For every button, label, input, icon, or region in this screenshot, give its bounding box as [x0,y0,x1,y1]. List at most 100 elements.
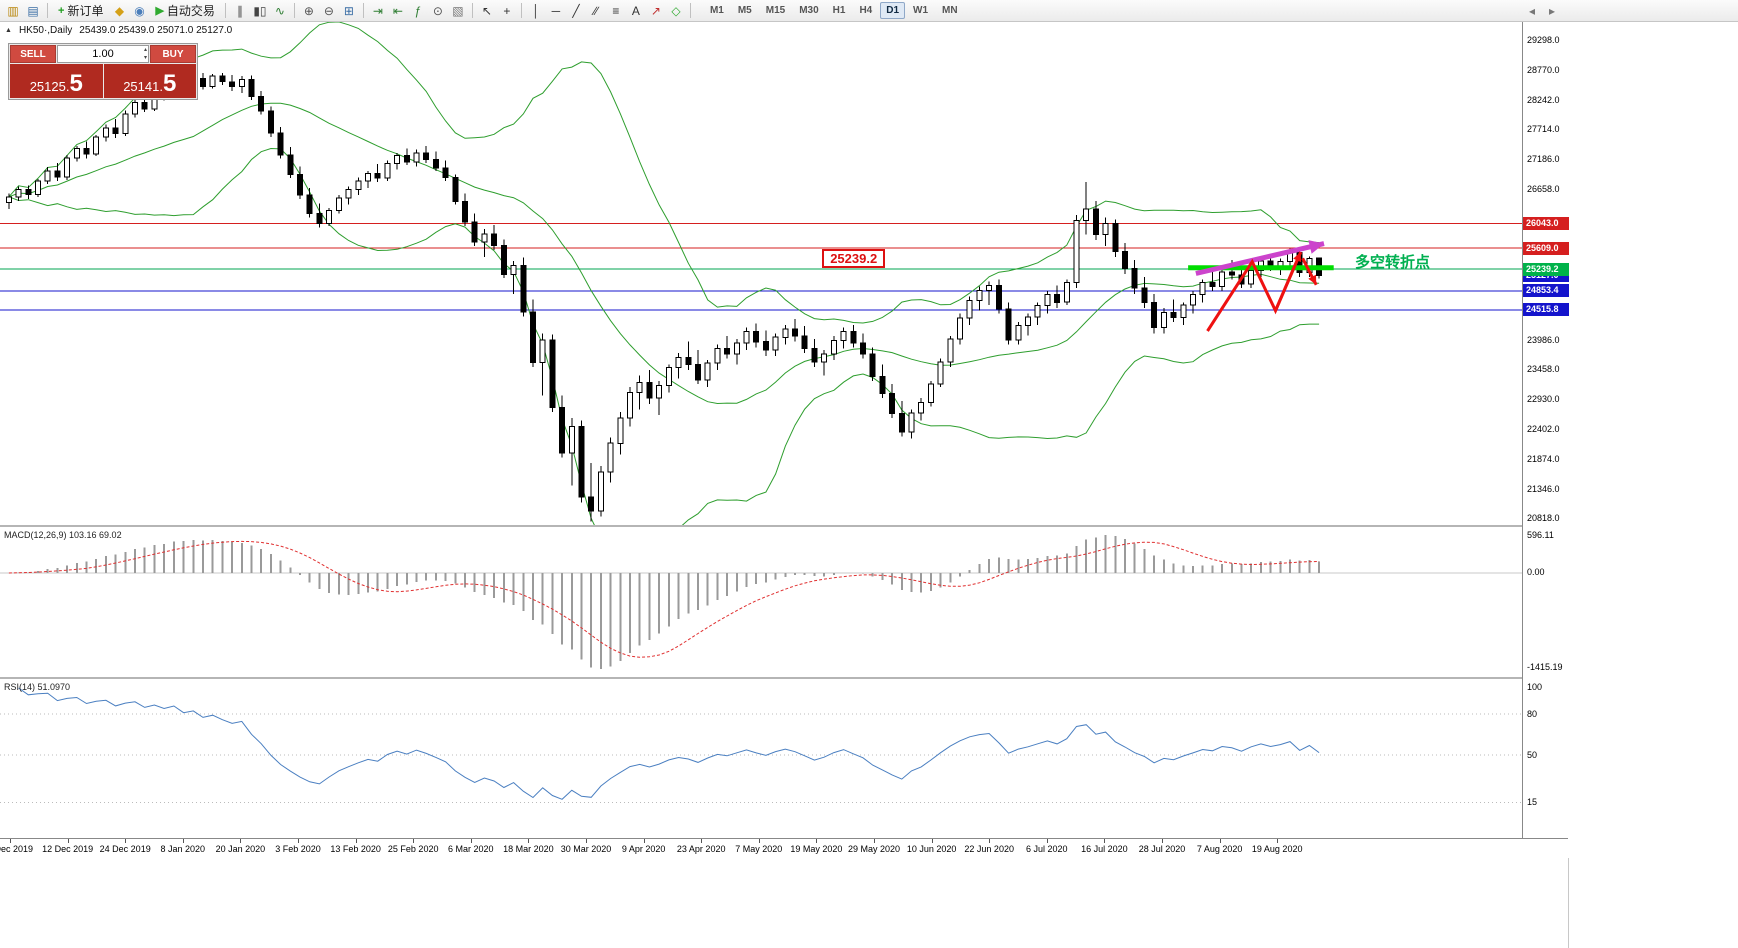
vertical-line-icon[interactable]: │ [532,3,540,18]
time-axis-tick [182,839,184,843]
timeframe-h1[interactable]: H1 [832,5,846,16]
timeframe-bar: M1 M5 M15 M30 H1 H4 D1 W1 MN [703,2,965,19]
mql-community-icon[interactable]: ◉ [134,3,145,18]
price-axis-label: 22930.0 [1527,394,1560,405]
trendline-icon[interactable]: ╱ [572,3,580,18]
price-tag: 24515.8 [1523,303,1569,317]
horizontal-line-icon[interactable]: ─ [551,3,561,18]
price-chart[interactable] [0,22,1522,525]
candlestick-type-icon[interactable]: ▮▯ [253,3,267,18]
price-axis-label: 21346.0 [1527,483,1560,494]
price-tag: 26043.0 [1523,217,1569,231]
rsi-axis-label: 50 [1527,749,1538,760]
time-axis-tick [816,839,818,843]
timeframe-h4[interactable]: H4 [859,5,873,16]
shapes-icon[interactable]: ◇ [671,3,681,18]
price-tag: 25609.0 [1523,241,1569,255]
buy-price[interactable]: 25141. 5 [103,64,196,98]
lot-up-icon[interactable]: ▴ [143,47,147,53]
ohlc-values: 25439.0 25439.0 25071.0 25127.0 [79,25,233,36]
time-axis-tick [1046,839,1048,843]
toolbar-separator [689,3,691,18]
toolbar: ◂ ▸ ▥ ▤ + 新订单 ◆ ◉ ▶ 自动交易 ∥ ▮▯ ∿ ⊕ ⊖ ⊞ ⇥ ⇤ ƒ ⊙ ▧ ↖ + │ ─ ╱ ∕∕ ≡ A ↗ ◇ M… [0,0,1738,22]
timeframe-m30[interactable]: M30 [799,5,819,16]
toolbar-overflow-left-icon[interactable]: ◂ [1528,4,1536,18]
rsi-axis-label: 100 [1527,682,1543,692]
timeframe-w1[interactable]: W1 [913,5,929,16]
period-icon[interactable]: ⊙ [432,3,443,18]
autotrading-button[interactable]: ▶ 自动交易 [149,2,220,20]
time-axis-tick [67,839,69,843]
macd-axis-label: -1415.19 [1527,662,1563,672]
macd-label: MACD(12,26,9) 103.16 69.02 [4,530,122,540]
new-chart-icon[interactable]: ▥ [7,3,19,18]
sell-price[interactable]: 25125. 5 [10,64,103,98]
price-axis-label: 26658.0 [1527,184,1560,195]
time-axis[interactable]: 2 Dec 2019 12 Dec 2019 24 Dec 2019 8 Jan 20… [0,838,1568,861]
one-click-trading-panel: SELL 1.00 ▴ ▾ BUY 25125. 5 25141. 5 [8,43,198,100]
time-axis-label: 10 Jun 2020 [906,844,957,854]
time-axis-label: 12 Dec 2019 [42,844,94,854]
chart-shift-icon[interactable]: ⇤ [392,3,403,18]
time-axis-tick [355,839,357,843]
indicators-icon[interactable]: ƒ [414,3,422,18]
arrows-tool-icon[interactable]: ↗ [650,3,661,18]
rsi-axis-label: 15 [1527,797,1538,808]
horizontal-levels-layer[interactable] [0,223,1522,311]
panel-splitter[interactable] [0,677,1568,679]
cursor-icon[interactable]: ↖ [481,3,492,18]
timeframe-m5[interactable]: M5 [737,5,752,16]
metaeditor-icon[interactable]: ◆ [114,3,125,18]
lot-down-icon[interactable]: ▾ [143,55,147,61]
price-axis-label: 23986.0 [1527,334,1560,345]
tile-windows-icon[interactable]: ⊞ [343,3,354,18]
auto-scroll-icon[interactable]: ⇥ [372,3,383,18]
toolbar-overflow-right-icon[interactable]: ▸ [1548,4,1556,18]
toolbar-separator [471,3,473,18]
time-axis-tick [931,839,933,843]
price-tag: 24853.4 [1523,284,1569,298]
price-axis-label: 27714.0 [1527,124,1560,135]
zoom-out-icon[interactable]: ⊖ [323,3,334,18]
time-axis-tick [701,839,703,843]
lot-size-input[interactable]: 1.00 ▴ ▾ [57,45,149,63]
bar-chart-type-icon[interactable]: ∥ [236,3,243,18]
time-axis-tick [1104,839,1106,843]
new-order-button[interactable]: + 新订单 [52,2,109,20]
rsi-line [18,687,1320,800]
plus-icon: + [58,4,65,17]
zoom-in-icon[interactable]: ⊕ [303,3,314,18]
collapse-arrow-icon[interactable]: ▲ [5,27,12,34]
time-axis-label: 7 Aug 2020 [1196,844,1243,854]
price-axis[interactable]: 29298.0 28770.0 28242.0 27714.0 27186.0 26658… [1522,22,1569,858]
timeframe-d1[interactable]: D1 [880,2,906,19]
timeframe-m15[interactable]: M15 [765,5,786,16]
sell-button[interactable]: SELL [10,45,56,63]
fibonacci-icon[interactable]: ≡ [612,3,620,18]
text-icon[interactable]: A [631,3,640,18]
toolbar-separator [224,3,226,18]
autotrading-button-label: 自动交易 [166,4,215,18]
panel-splitter[interactable] [0,525,1568,527]
price-axis-label: 27186.0 [1527,154,1560,165]
time-axis-tick [470,839,472,843]
crosshair-icon[interactable]: + [503,3,511,18]
time-axis-label: 19 Aug 2020 [1251,844,1303,854]
time-axis-tick [1277,839,1279,843]
chart-profiles-icon[interactable]: ▤ [27,3,39,18]
channel-icon[interactable]: ∕∕ [593,3,598,18]
price-axis-label: 20818.0 [1527,513,1560,524]
time-axis-label: 16 Jul 2020 [1081,844,1128,854]
rsi-axis-label: 80 [1527,709,1538,720]
time-axis-tick [528,839,530,843]
drawing-objects-layer[interactable] [1188,240,1334,332]
buy-button[interactable]: BUY [150,45,196,63]
workspace-empty-area [1568,22,1738,948]
time-axis-label: 3 Feb 2020 [275,844,321,854]
timeframe-m1[interactable]: M1 [709,5,724,16]
time-axis-label: 19 May 2020 [790,844,843,854]
time-axis-tick [1162,839,1163,843]
line-chart-type-icon[interactable]: ∿ [274,3,285,18]
timeframe-mn[interactable]: MN [942,5,958,16]
templates-icon[interactable]: ▧ [452,3,464,18]
